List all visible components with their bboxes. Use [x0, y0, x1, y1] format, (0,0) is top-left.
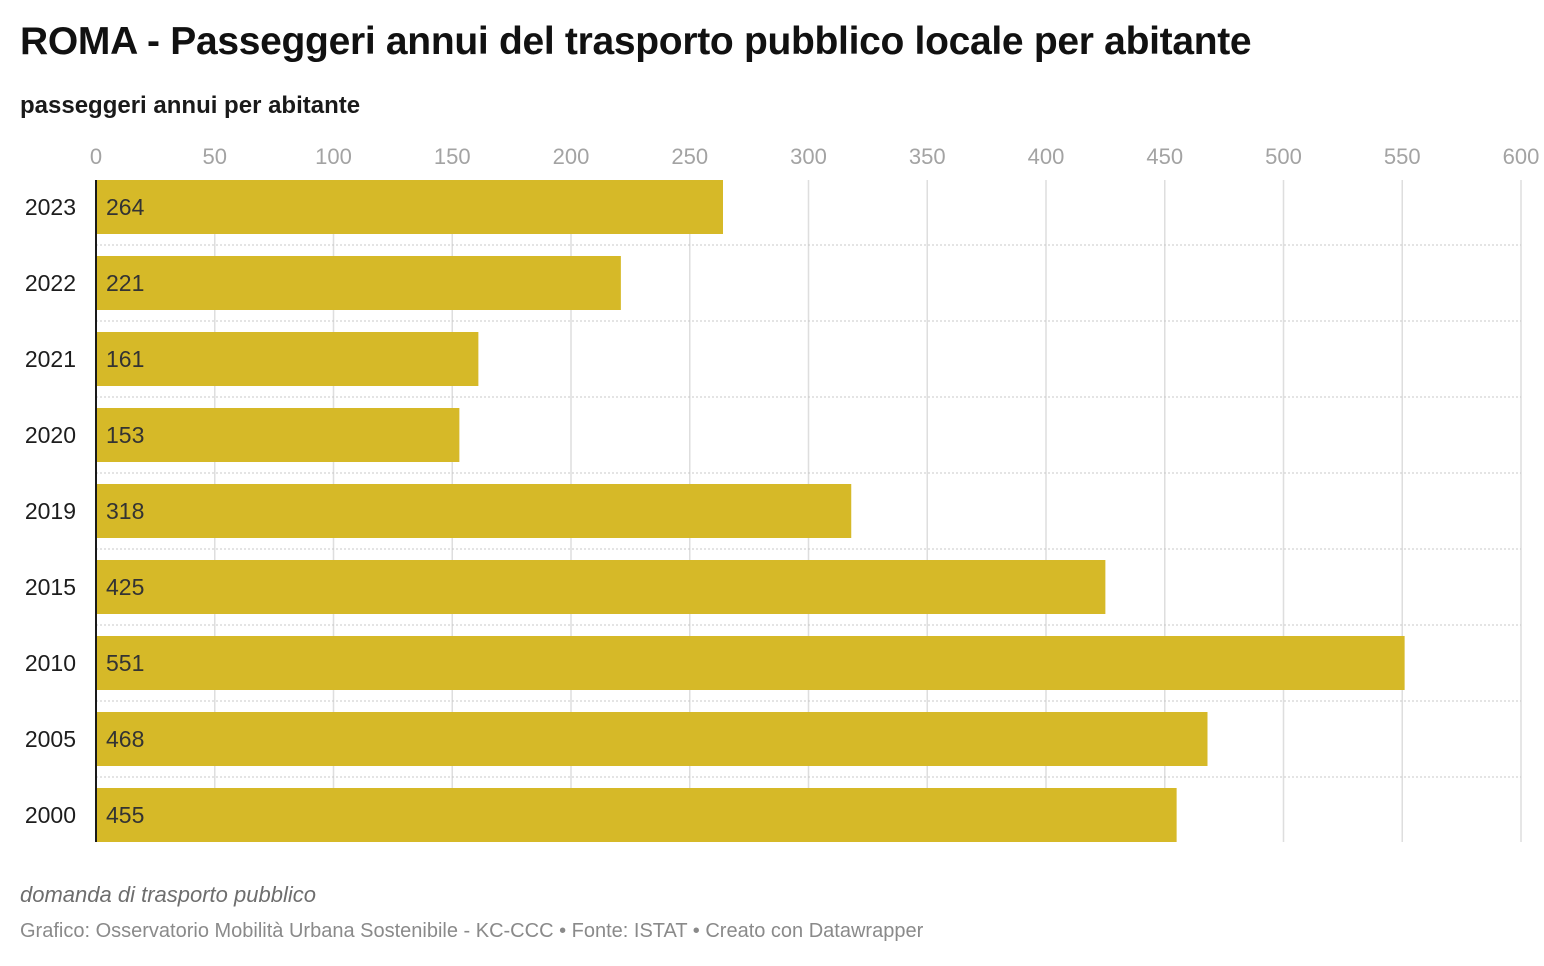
- y-category-label: 2005: [25, 726, 76, 752]
- x-tick-label: 400: [1028, 144, 1065, 169]
- x-tick-label: 600: [1503, 144, 1540, 169]
- bar: [96, 408, 460, 462]
- y-category-label: 2019: [25, 498, 76, 524]
- value-label: 153: [106, 422, 144, 448]
- x-axis-ticks: 0 50 100 150 200 250 300 350 400 450 500 550 600: [90, 144, 1539, 169]
- x-tick-label: 100: [315, 144, 352, 169]
- y-category-label: 2021: [25, 346, 76, 372]
- x-tick-label: 250: [671, 144, 708, 169]
- y-category-label: 2000: [25, 802, 76, 828]
- value-label: 425: [106, 574, 144, 600]
- bar: [96, 332, 479, 386]
- bar: [96, 636, 1405, 690]
- x-tick-label: 50: [203, 144, 227, 169]
- value-label: 468: [106, 726, 144, 752]
- value-label: 318: [106, 498, 144, 524]
- x-tick-label: 0: [90, 144, 102, 169]
- value-label: 161: [106, 346, 144, 372]
- value-label: 264: [106, 194, 145, 220]
- row-separators: [96, 244, 1521, 778]
- chart-subtitle: passeggeri annui per abitante: [20, 92, 361, 119]
- y-category-label: 2010: [25, 650, 76, 676]
- x-tick-label: 350: [909, 144, 946, 169]
- y-category-label: 2020: [25, 422, 76, 448]
- x-tick-label: 450: [1146, 144, 1183, 169]
- bar-chart: 0 50 100 150 200 250 300 350 400 450 500 550 600 202…: [25, 144, 1539, 842]
- x-tick-label: 500: [1265, 144, 1302, 169]
- bar: [96, 788, 1177, 842]
- x-tick-label: 300: [790, 144, 827, 169]
- value-label: 455: [106, 802, 144, 828]
- x-tick-label: 150: [434, 144, 471, 169]
- chart-notes: domanda di trasporto pubblico: [20, 882, 316, 907]
- value-label: 551: [106, 650, 144, 676]
- y-category-label: 2023: [25, 194, 76, 220]
- value-label: 221: [106, 270, 144, 296]
- bar: [96, 560, 1106, 614]
- x-tick-label: 200: [553, 144, 590, 169]
- bar: [96, 484, 852, 538]
- bar: [96, 712, 1208, 766]
- value-labels: 264 221 161 153 318 425 551 468 455: [106, 194, 145, 828]
- chart-title: ROMA - Passeggeri annui del trasporto pu…: [20, 20, 1252, 63]
- bars: [96, 180, 1405, 842]
- chart-credits: Grafico: Osservatorio Mobilità Urbana So…: [20, 920, 924, 942]
- bar: [96, 180, 723, 234]
- y-category-label: 2022: [25, 270, 76, 296]
- x-tick-label: 550: [1384, 144, 1421, 169]
- y-axis-categories: 2023 2022 2021 2020 2019 2015 2010 2005 2000: [25, 194, 76, 828]
- y-category-label: 2015: [25, 574, 76, 600]
- bar: [96, 256, 621, 310]
